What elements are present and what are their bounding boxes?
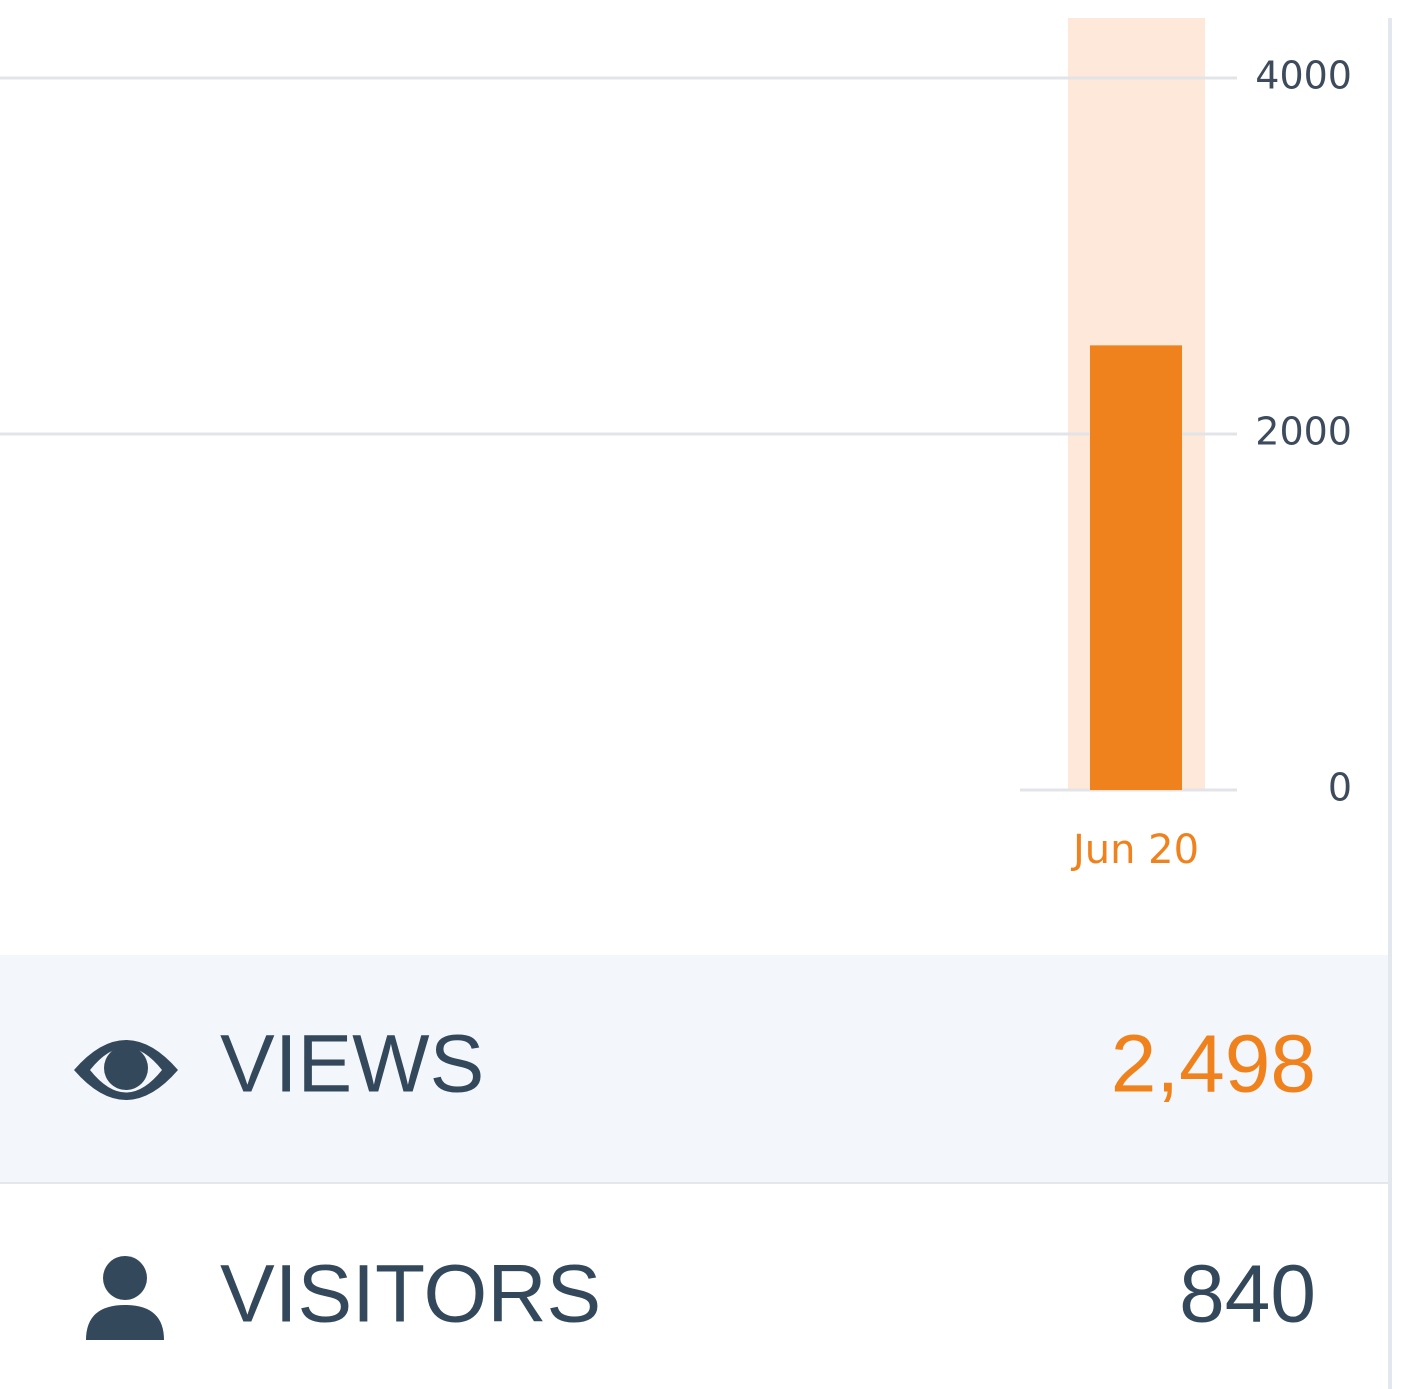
stat-label: VISITORS: [220, 1249, 601, 1340]
y-tick-label: 4000: [1255, 54, 1352, 98]
stat-value: 840: [1179, 1249, 1316, 1340]
person-icon: [86, 1256, 164, 1340]
panel-border: [1388, 18, 1392, 1389]
eye-icon: [74, 1040, 178, 1100]
stat-label: VIEWS: [220, 1019, 484, 1110]
y-tick-label: 0: [1328, 766, 1352, 810]
views-row[interactable]: [0, 955, 1388, 1183]
stat-value: 2,498: [1111, 1019, 1316, 1110]
bar: [1090, 345, 1182, 790]
x-tick-label: Jun 20: [1070, 827, 1199, 873]
y-tick-label: 2000: [1255, 410, 1352, 454]
chart: 0 2000 4000 Jun 20: [0, 54, 1352, 873]
